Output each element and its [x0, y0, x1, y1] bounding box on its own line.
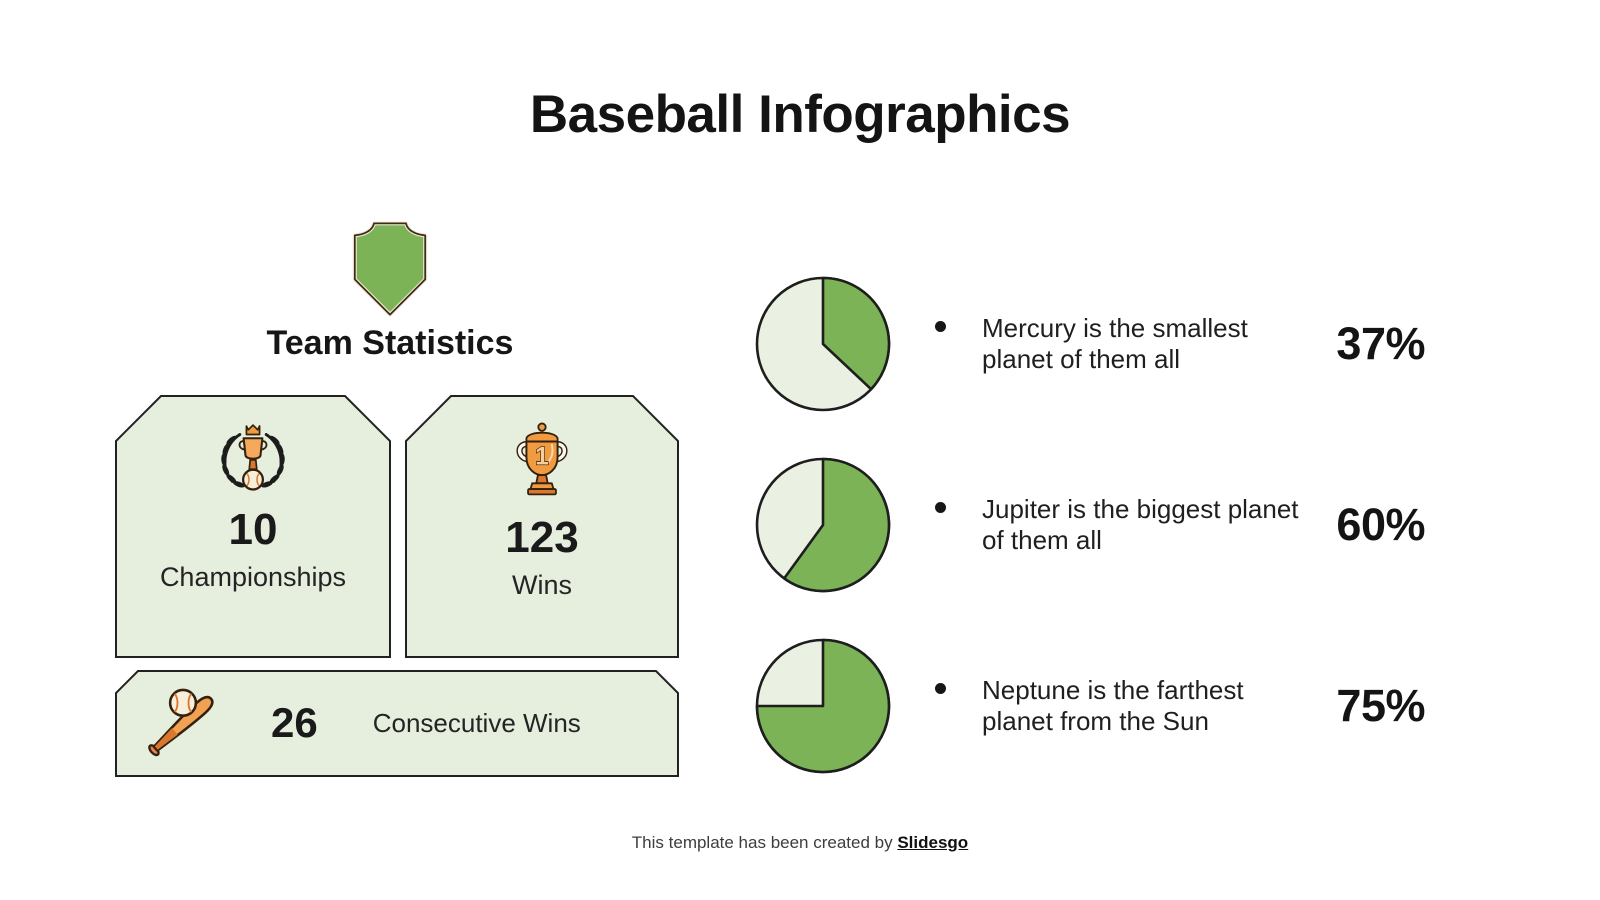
- pie-chart-75-percent: [755, 638, 891, 774]
- winner-trophy-icon: 1: [516, 422, 568, 496]
- pie-stat-text: Mercury is the smallest planet of them a…: [982, 312, 1248, 375]
- svg-text:1: 1: [535, 443, 549, 470]
- page-title: Baseball Infographics: [529, 85, 1071, 144]
- pie-stat-percent: 37%: [1336, 318, 1425, 369]
- footer-credit: This template has been created by Slides…: [0, 833, 1600, 853]
- bullet-icon: [935, 502, 946, 513]
- pie-chart-60-percent: [755, 457, 891, 593]
- bullet-icon: [935, 321, 946, 332]
- consecutive-wins-label: Consecutive Wins: [372, 708, 581, 738]
- pie-chart-37-percent: [755, 276, 891, 412]
- championships-label: Championships: [159, 562, 347, 593]
- wins-value: 123: [505, 513, 579, 562]
- section-title: Team Statistics: [266, 324, 514, 362]
- wins-label: Wins: [512, 570, 572, 601]
- shield-icon-svg: [352, 221, 428, 317]
- pie-stat-text: Neptune is the farthest planet from the …: [982, 674, 1244, 737]
- pie-stat-percent: 75%: [1336, 680, 1425, 731]
- pie-stat-row-mercury: Mercury is the smallest planet of them a…: [753, 274, 1425, 414]
- pie-stat-row-neptune: Neptune is the farthest planet from the …: [753, 636, 1425, 776]
- card-background: [115, 395, 391, 658]
- championships-value: 10: [228, 505, 278, 554]
- pie-stat-row-jupiter: Jupiter is the biggest planet of them al…: [753, 455, 1425, 595]
- footer-credit-text: This template has been created by: [631, 833, 898, 852]
- pie-stat-text: Jupiter is the biggest planet of them al…: [982, 493, 1299, 556]
- shield-icon: [350, 220, 430, 318]
- laurel-trophy-icon: [221, 424, 285, 491]
- stat-card-wins: 1 123 Wins: [405, 395, 679, 658]
- card-background: [115, 670, 679, 777]
- card-background: [405, 395, 679, 658]
- consecutive-wins-value: 26: [271, 699, 318, 747]
- stat-card-consecutive-wins: 26 Consecutive Wins: [115, 670, 679, 777]
- slidesgo-link[interactable]: Slidesgo: [897, 833, 969, 852]
- pie-stat-percent: 60%: [1336, 499, 1425, 550]
- stat-card-championships: 10 Championships: [115, 395, 391, 658]
- bullet-icon: [935, 683, 946, 694]
- baseball-bat-icon: [148, 688, 214, 756]
